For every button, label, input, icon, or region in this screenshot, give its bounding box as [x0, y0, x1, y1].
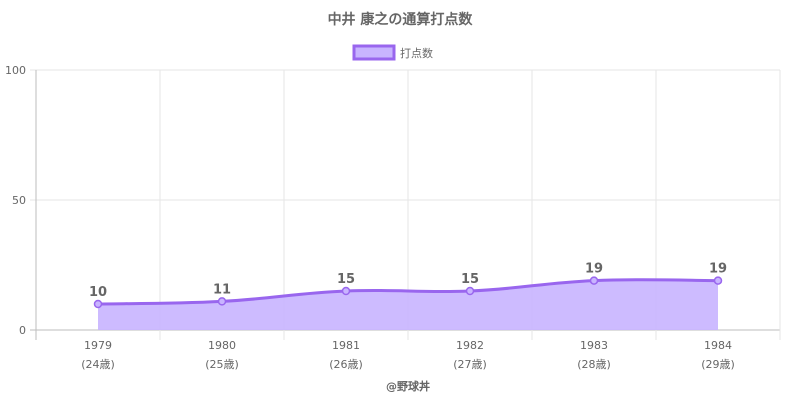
y-tick-label: 50 [12, 194, 26, 207]
data-label: 15 [461, 272, 479, 287]
x-tick-label: 1981 [332, 339, 360, 352]
y-tick-label: 0 [19, 324, 26, 337]
credit: @野球丼 [386, 379, 430, 393]
x-tick-sublabel: (28歳) [577, 358, 611, 371]
data-point [465, 286, 475, 296]
data-point [713, 276, 723, 285]
data-point [589, 276, 599, 285]
series-plot [93, 276, 723, 330]
chart-title: 中井 康之の通算打点数 [328, 11, 474, 28]
x-tick-label: 1980 [208, 339, 236, 352]
y-axis: 0 50 100 [5, 64, 26, 337]
y-tick-label: 100 [5, 64, 26, 77]
x-tick-sublabel: (24歳) [81, 358, 115, 371]
data-label: 19 [709, 262, 727, 277]
x-tick-sublabel: (27歳) [453, 358, 487, 371]
data-label: 10 [89, 285, 107, 300]
x-tick-label: 1979 [84, 339, 112, 352]
data-labels: 10 11 15 15 19 19 [89, 262, 727, 300]
data-point [341, 286, 351, 296]
legend-swatch [352, 44, 396, 61]
data-label: 15 [337, 272, 355, 287]
legend-label: 打点数 [400, 46, 433, 60]
x-tick-sublabel: (26歳) [329, 358, 363, 371]
data-point [217, 297, 227, 306]
x-tick-sublabel: (25歳) [205, 358, 239, 371]
series-area [98, 279, 718, 330]
data-label: 11 [213, 282, 231, 297]
legend[interactable]: 打点数 [352, 44, 433, 61]
x-tick-label: 1984 [704, 339, 732, 352]
x-tick-sublabel: (29歳) [701, 358, 735, 371]
x-axis: 1979 (24歳) 1980 (25歳) 1981 (26歳) 1982 (27歳) 1983… [81, 339, 735, 371]
series-line [97, 278, 719, 306]
data-point [93, 299, 103, 309]
x-tick-label: 1982 [456, 339, 484, 352]
data-label: 19 [585, 262, 603, 277]
x-tick-label: 1983 [580, 339, 608, 352]
